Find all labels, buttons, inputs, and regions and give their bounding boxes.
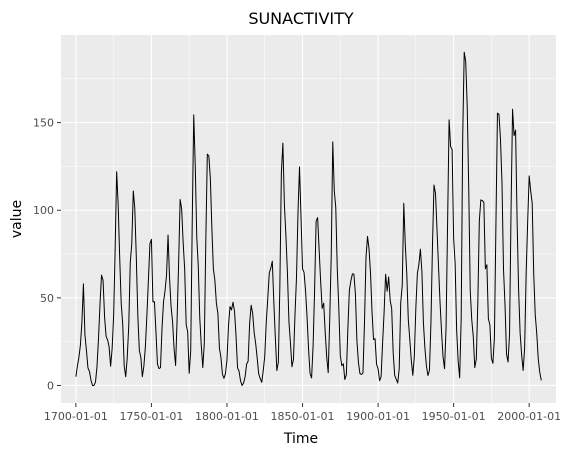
x-tick-label: 1800-01-01 [195,410,259,423]
y-tick-label: 150 [33,117,54,130]
x-tick-label: 1750-01-01 [119,410,183,423]
y-tick-label: 50 [40,292,54,305]
sunactivity-series-line [75,51,542,386]
y-tick-label: 0 [47,379,54,392]
x-tick-label: 1900-01-01 [346,410,410,423]
x-axis-title: Time [283,431,318,447]
chart-title: SUNACTIVITY [248,9,354,28]
x-tick-label: 2000-01-01 [497,410,561,423]
y-tick-label: 100 [33,204,54,217]
y-axis-title: value [9,200,25,238]
x-tick-label: 1850-01-01 [271,410,335,423]
y-axis: 0 50 100 150 [33,117,61,392]
x-tick-label: 1700-01-01 [44,410,108,423]
x-tick-label: 1950-01-01 [422,410,486,423]
major-grid [61,35,556,403]
x-axis: 1700-01-01 1750-01-01 1800-01-01 1850-01-01… [44,403,561,423]
